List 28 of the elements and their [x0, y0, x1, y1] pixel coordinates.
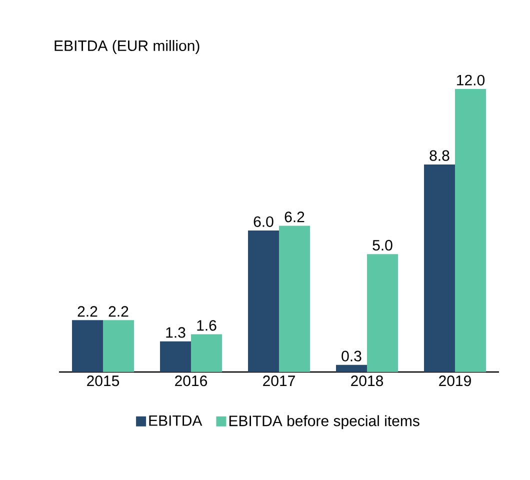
data-label: 1.3 — [166, 327, 186, 338]
x-tick-label: 2018 — [351, 376, 384, 386]
data-label: 6.2 — [284, 212, 304, 222]
legend-label: EBITDA before special items — [229, 415, 420, 430]
data-label: 5.0 — [372, 240, 392, 251]
x-tick-label: 2016 — [175, 376, 208, 386]
bar — [455, 88, 486, 372]
bar — [160, 341, 192, 372]
bar — [72, 320, 104, 372]
data-label: 12.0 — [457, 74, 484, 86]
data-label: 2.2 — [78, 306, 98, 317]
x-tick-label: 2017 — [263, 376, 295, 386]
data-label: 6.0 — [254, 216, 274, 227]
chart-title: EBITDA (EUR million) — [54, 40, 200, 54]
data-label: 0.3 — [342, 350, 362, 362]
bar — [191, 334, 222, 372]
bar — [336, 364, 367, 372]
x-tick-label: 2019 — [439, 376, 471, 386]
data-label: 1.6 — [197, 320, 216, 331]
x-tick-label: 2015 — [87, 376, 120, 386]
bar — [103, 320, 134, 372]
bar — [279, 226, 310, 372]
bar — [367, 254, 398, 372]
legend-label: EBITDA — [149, 415, 202, 426]
data-label: 8.8 — [430, 150, 450, 161]
bar — [424, 164, 455, 372]
data-label: 2.2 — [108, 306, 128, 317]
bar — [248, 230, 280, 372]
